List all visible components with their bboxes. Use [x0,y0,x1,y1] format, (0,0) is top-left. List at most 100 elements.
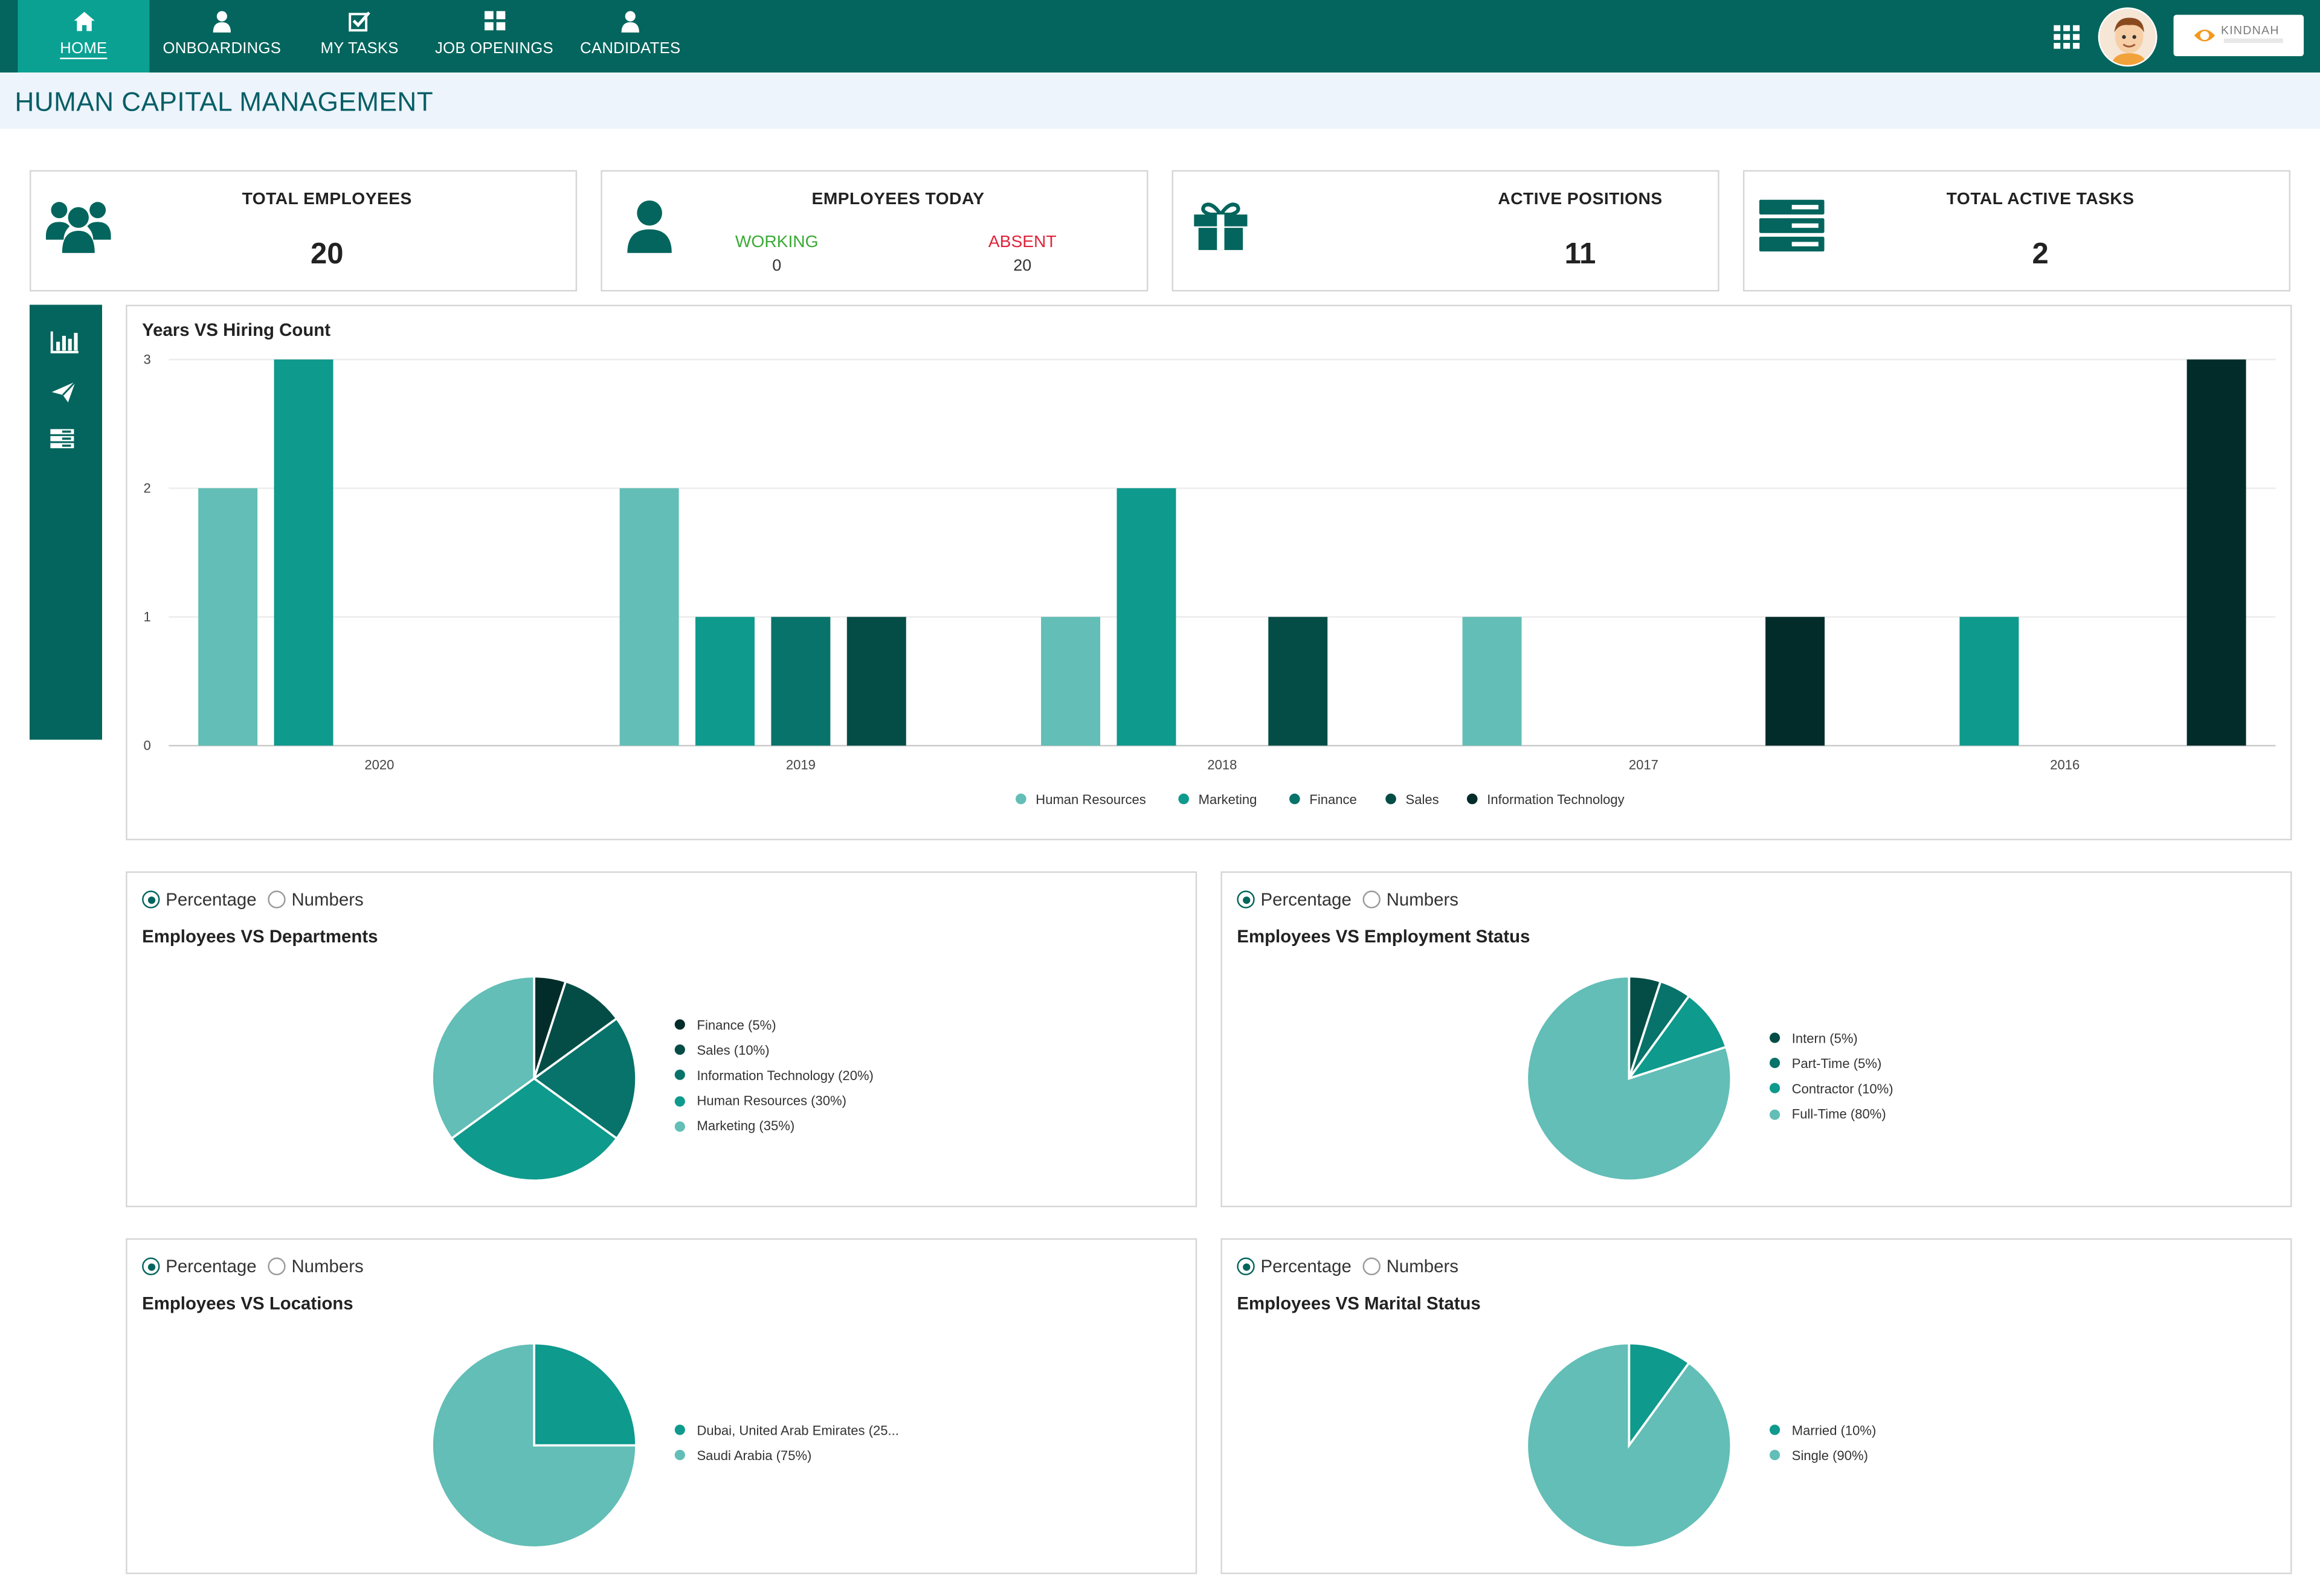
locations-legend: Dubai, United Arab Emirates (25... Saudi … [674,1417,899,1468]
bar-chart-icon[interactable] [50,330,80,356]
employment-status-percentage-radio[interactable]: Percentage [1237,889,1352,910]
bar-2018-sales[interactable] [1268,617,1328,746]
marital-status-pie-chart [1526,1342,1733,1549]
bar-2017-information-technology[interactable] [1765,617,1825,746]
employees-today-label: EMPLOYEES TODAY [811,190,985,209]
bar-2020-human-resources[interactable] [198,488,258,746]
user-avatar[interactable] [2098,7,2157,67]
bar-2019-human-resources[interactable] [619,488,679,746]
legend-label-finance[interactable]: Finance [1309,792,1356,807]
active-positions-label: ACTIVE POSITIONS [1498,190,1663,209]
hiring-bar-chart: 0 1 2 3 2020 2019 2018 2017 2016 Human Resources M… [144,352,2276,807]
pie-slice-dubai-united-arab-emirates-25[interactable] [533,1342,637,1447]
legend-item[interactable]: Single (90%) [1770,1443,1876,1468]
legend-swatch [674,1450,685,1461]
legend-label: Finance (5%) [697,1017,776,1032]
locations-title: Employees VS Locations [142,1293,353,1314]
radio-label: Percentage [1260,889,1352,910]
server-list-icon [1759,199,1825,259]
legend-item[interactable]: Information Technology (20%) [674,1063,874,1088]
user-icon [627,200,672,263]
total-employees-card: TOTAL EMPLOYEES 20 [29,170,578,292]
pie-slice-human-resources-30[interactable] [450,1077,619,1182]
x-tick-label: 2017 [1629,757,1658,772]
working-value: 0 [772,257,782,275]
bar-2020-marketing[interactable] [274,359,334,746]
legend-item[interactable]: Marketing (35%) [674,1113,874,1139]
pie-slice-single-90[interactable] [1526,1342,1733,1549]
departments-title: Employees VS Departments [142,926,378,947]
locations-numbers-radio[interactable]: Numbers [268,1256,364,1277]
side-toolbar [29,304,102,740]
bar-2019-marketing[interactable] [695,617,755,746]
pie-slice-marketing-35[interactable] [431,975,535,1141]
bar-2017-human-resources[interactable] [1462,617,1522,746]
departments-percentage-radio[interactable]: Percentage [142,889,257,910]
departments-pie-chart [431,975,637,1182]
radio-label: Numbers [1386,889,1458,910]
total-active-tasks-value: 2 [2032,238,2049,271]
pie-slice-married-10[interactable] [1628,1342,1691,1449]
legend-item[interactable]: Finance (5%) [674,1012,874,1037]
radio-label: Numbers [291,1256,364,1277]
nav-candidates[interactable]: CANDIDATES [564,0,697,72]
legend-label-human-resources[interactable]: Human Resources [1036,792,1146,807]
nav-job-openings[interactable]: JOB OPENINGS [428,0,561,72]
working-label: WORKING [735,233,819,252]
pie-slice-full-time-80[interactable] [1526,975,1733,1182]
nav-onboardings-label: ONBOARDINGS [163,40,282,58]
nav-onboardings[interactable]: ONBOARDINGS [152,0,291,72]
pie-slice-contractor-10[interactable] [1626,994,1728,1081]
radio-dot [268,1257,286,1276]
legend-item[interactable]: Sales (10%) [674,1037,874,1063]
marital-status-numbers-radio[interactable]: Numbers [1362,1256,1458,1276]
legend-label: Intern (5%) [1791,1030,1858,1046]
nav-home[interactable]: HOME [18,0,150,73]
employment-status-pie-chart [1526,975,1733,1182]
radio-dot [1237,1257,1255,1276]
legend-item[interactable]: Saudi Arabia (75%) [674,1443,899,1468]
locations-percentage-radio[interactable]: Percentage [142,1256,257,1276]
legend-item[interactable]: Full-Time (80%) [1770,1101,1893,1127]
bar-2016-marketing[interactable] [1959,617,2019,746]
legend-item[interactable]: Intern (5%) [1770,1025,1893,1051]
nav-my-tasks[interactable]: MY TASKS [294,0,425,72]
locations-pie-chart [431,1342,637,1549]
apps-grid-icon[interactable] [2054,25,2080,49]
list-icon[interactable] [50,429,80,455]
user-icon [564,10,697,34]
legend-label: Full-Time (80%) [1791,1107,1886,1122]
pie-slice-saudi-arabia-75[interactable] [431,1342,637,1549]
marital-status-percentage-radio[interactable]: Percentage [1237,1256,1352,1276]
bar-2019-finance[interactable] [771,617,831,746]
active-positions-value: 11 [1564,238,1596,271]
y-tick-label: 1 [144,610,151,625]
legend-item[interactable]: Contractor (10%) [1770,1076,1893,1101]
marital-status-title: Employees VS Marital Status [1237,1293,1481,1314]
x-tick-label: 2019 [786,757,816,772]
bar-2016-information-technology[interactable] [2186,359,2246,746]
active-positions-card: ACTIVE POSITIONS 11 [1171,170,1719,292]
logo-subline [2223,38,2283,43]
legend-item[interactable]: Married (10%) [1770,1417,1876,1443]
logo-text: KINDNAH [2220,24,2280,37]
bar-2018-marketing[interactable] [1116,488,1176,746]
employment-status-numbers-radio[interactable]: Numbers [1362,889,1458,910]
pie-slice-information-technology-20[interactable] [532,1017,637,1141]
legend-swatch [674,1095,685,1107]
legend-item[interactable]: Part-Time (5%) [1770,1051,1893,1076]
send-icon[interactable] [50,380,80,407]
legend-label-information-technology[interactable]: Information Technology [1487,792,1624,807]
nav-job-openings-label: JOB OPENINGS [435,40,553,58]
departments-numbers-radio[interactable]: Numbers [268,889,364,910]
bar-2018-human-resources[interactable] [1041,617,1101,746]
page-title: HUMAN CAPITAL MANAGEMENT [14,87,434,117]
legend-swatch [1770,1424,1780,1435]
legend-label-sales[interactable]: Sales [1406,792,1439,807]
pie-slice-sales-10[interactable] [532,980,619,1082]
legend-label-marketing[interactable]: Marketing [1199,792,1257,807]
legend-item[interactable]: Human Resources (30%) [674,1088,874,1113]
legend-swatch [1015,793,1026,805]
bar-2019-sales[interactable] [846,617,906,746]
legend-item[interactable]: Dubai, United Arab Emirates (25... [674,1417,899,1443]
